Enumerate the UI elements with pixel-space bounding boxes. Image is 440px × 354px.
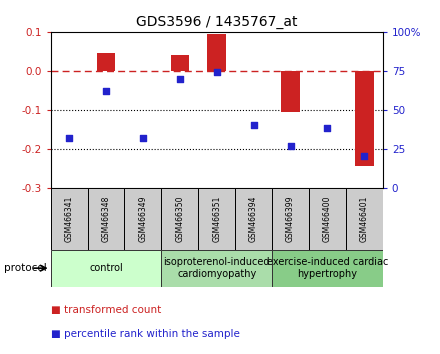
Point: [139, 135, 147, 141]
Bar: [355, 71, 374, 166]
Bar: [51, 250, 161, 287]
Bar: [88, 188, 125, 250]
Bar: [281, 71, 300, 112]
Text: ■ transformed count: ■ transformed count: [51, 305, 161, 315]
Point: [103, 88, 110, 94]
Text: GSM466341: GSM466341: [65, 195, 73, 242]
Bar: [208, 34, 226, 71]
Point: [361, 154, 368, 159]
Bar: [51, 188, 88, 250]
Bar: [272, 188, 309, 250]
Text: GSM466349: GSM466349: [138, 195, 147, 242]
Point: [66, 135, 73, 141]
Bar: [97, 53, 115, 71]
Bar: [125, 188, 161, 250]
Bar: [309, 188, 346, 250]
Text: GSM466348: GSM466348: [102, 195, 110, 242]
Text: control: control: [89, 263, 123, 273]
Bar: [161, 250, 272, 287]
Point: [324, 126, 331, 131]
Text: GSM466394: GSM466394: [249, 195, 258, 242]
Text: GSM466400: GSM466400: [323, 195, 332, 242]
Bar: [171, 55, 189, 71]
Text: GSM466401: GSM466401: [360, 195, 369, 242]
Text: isoproterenol-induced
cardiomyopathy: isoproterenol-induced cardiomyopathy: [163, 257, 270, 279]
Text: exercise-induced cardiac
hypertrophy: exercise-induced cardiac hypertrophy: [267, 257, 388, 279]
Point: [287, 143, 294, 148]
Point: [213, 69, 220, 75]
Bar: [272, 250, 383, 287]
Text: GSM466351: GSM466351: [212, 195, 221, 242]
Title: GDS3596 / 1435767_at: GDS3596 / 1435767_at: [136, 16, 297, 29]
Bar: [198, 188, 235, 250]
Text: GSM466350: GSM466350: [175, 195, 184, 242]
Bar: [161, 188, 198, 250]
Point: [250, 122, 257, 128]
Bar: [346, 188, 383, 250]
Text: GSM466399: GSM466399: [286, 195, 295, 242]
Bar: [235, 188, 272, 250]
Point: [176, 76, 183, 81]
Text: ■ percentile rank within the sample: ■ percentile rank within the sample: [51, 329, 239, 339]
Text: protocol: protocol: [4, 263, 47, 273]
